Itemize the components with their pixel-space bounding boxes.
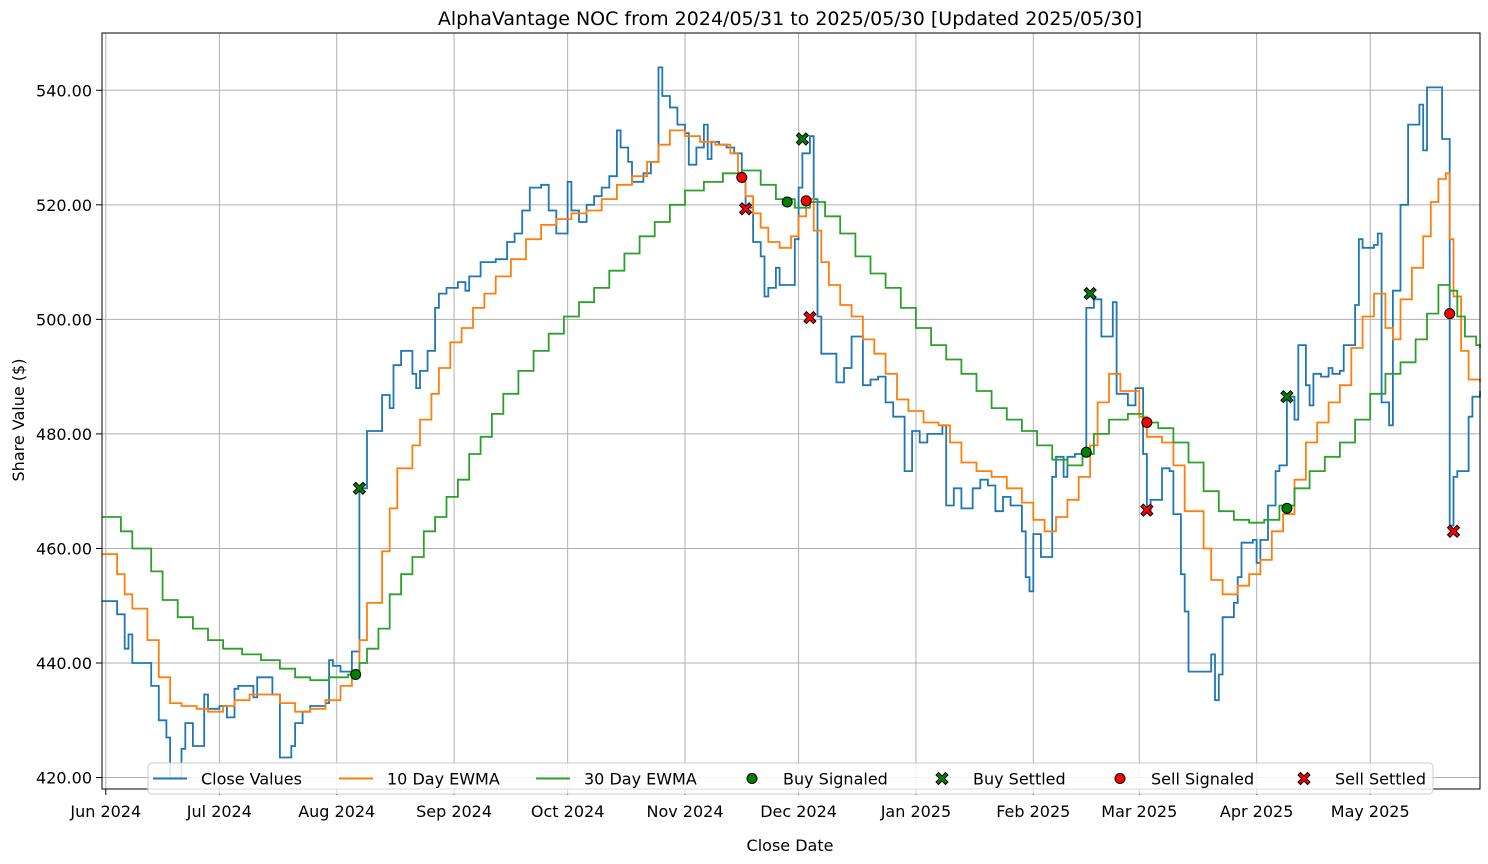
series-line-10-day-ewma [102,129,1481,713]
legend-entry: Sell Settled [1297,770,1426,789]
legend-box [147,762,1434,795]
legend-entry: 10 Day EWMA [339,770,500,789]
legend: Close Values 10 Day EWMA 30 Day EWMA Buy Si… [147,762,1434,795]
legend-swatch [1114,773,1126,784]
buy-settled-marker [795,132,810,146]
buy-settled-marker [1280,389,1294,404]
x-tick-label: Jun 2024 [69,802,141,821]
buy-signaled-marker [781,196,793,208]
y-tick-label: 420.00 [36,769,92,788]
chart-title: AlphaVantage NOC from 2024/05/31 to 2025… [438,8,1142,30]
legend-swatch [746,773,758,784]
sell-signaled-marker [1444,308,1456,320]
sell-settled-marker [738,202,753,216]
legend-label: 30 Day EWMA [584,770,697,789]
legend-entry: Buy Settled [935,770,1066,789]
y-tick-label: 520.00 [36,196,92,215]
buy-settled-marker [1083,286,1097,301]
sell-signaled-marker [1141,416,1153,428]
x-tick-label: Jul 2024 [186,802,252,821]
sell-settled-marker [1446,524,1461,539]
x-tick-label: Feb 2025 [996,802,1070,821]
legend-entry: Sell Signaled [1114,770,1254,789]
buy-signaled-marker [1080,446,1092,458]
legend-label: Sell Signaled [1151,770,1254,789]
sell-settled-marker [803,310,817,325]
x-tick-label: May 2025 [1331,802,1410,821]
legend-label: Buy Signaled [783,770,888,789]
buy-signaled-marker [1281,502,1293,514]
tick-layer: Jun 2024 Jul 2024 Aug 2024 Sep 2024 Oct 2024… [36,81,1410,821]
buy-settled-marker [352,481,367,496]
legend-swatch [1297,771,1311,786]
y-tick-label: 460.00 [36,539,92,558]
sell-signaled-marker [736,171,748,183]
legend-label: Sell Settled [1335,770,1426,789]
x-tick-label: Oct 2024 [531,802,604,821]
sell-signaled-marker [800,195,812,207]
y-axis-label: Share Value ($) [9,359,28,482]
x-tick-label: Mar 2025 [1101,802,1177,821]
x-tick-label: Nov 2024 [646,802,723,821]
y-tick-label: 480.00 [36,425,92,444]
legend-label: Close Values [201,770,302,789]
legend-entry: 30 Day EWMA [536,770,697,789]
y-tick-label: 540.00 [36,81,92,100]
x-tick-label: Jan 2025 [880,802,951,821]
legend-entry: Buy Signaled [746,770,888,789]
sell-settled-marker [1140,503,1154,517]
legend-label: 10 Day EWMA [387,770,500,789]
x-tick-label: Sep 2024 [416,802,492,821]
x-tick-label: Dec 2024 [760,802,837,821]
legend-label: Buy Settled [973,770,1066,789]
buy-signaled-marker [350,668,362,680]
y-tick-label: 500.00 [36,310,92,329]
x-axis-label: Close Date [747,836,834,855]
x-tick-label: Aug 2024 [298,802,375,821]
y-tick-label: 440.00 [36,654,92,673]
legend-swatch [935,771,949,786]
legend-entry: Close Values [153,770,302,789]
marker-layer [350,132,1461,680]
x-tick-label: Apr 2025 [1220,802,1293,821]
